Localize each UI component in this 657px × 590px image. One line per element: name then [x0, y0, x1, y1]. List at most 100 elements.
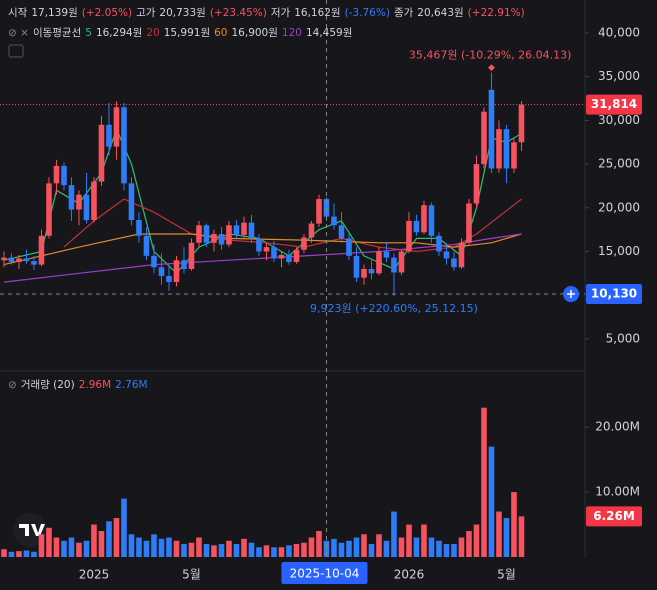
- volume-bar: [106, 521, 112, 557]
- volume-bar: [8, 551, 15, 557]
- y-tick-label: 20,000: [598, 200, 640, 214]
- ma-legend: ⊘ × 이동평균선 5 16,294원 20 15,991원 60 16,900원 120 14,…: [8, 25, 356, 40]
- ma-value: 15,991원: [163, 27, 211, 39]
- volume-title: 거래량 (20): [20, 379, 75, 391]
- volume-bar: [458, 537, 465, 557]
- crosshair-price-label: 10,130: [591, 287, 637, 301]
- candle-body: [353, 255, 360, 278]
- volume-bar: [361, 534, 367, 557]
- volume-bar: [331, 538, 337, 557]
- volume-bar: [413, 537, 420, 557]
- volume-bar: [473, 524, 480, 557]
- candle-body: [31, 261, 37, 265]
- candle-body: [263, 247, 270, 252]
- candle-body: [128, 183, 135, 221]
- candle-body: [511, 142, 517, 169]
- volume-legend-value: 2.96M: [78, 379, 112, 391]
- volume-bar: [376, 534, 382, 557]
- candle-body: [316, 199, 322, 224]
- candle-body: [166, 275, 172, 283]
- tv-logo: [13, 513, 47, 547]
- volume-bar: [121, 498, 127, 557]
- volume-bar: [83, 540, 90, 557]
- volume-tick-label: 10.00M: [595, 485, 640, 499]
- volume-bar: [338, 542, 345, 557]
- ma-icon[interactable]: ⊘ ×: [8, 27, 29, 39]
- candle-body: [383, 251, 390, 258]
- volume-bar: [293, 544, 300, 557]
- y-tick-label: 25,000: [598, 157, 640, 171]
- candle-body: [76, 194, 82, 210]
- candle-body: [278, 254, 285, 259]
- y-tick-label: 40,000: [598, 26, 640, 40]
- candle-body: [466, 203, 472, 243]
- y-tick-label: 35,000: [598, 69, 640, 83]
- ohlc-label: 고가: [136, 7, 156, 19]
- ohlc-value: 16,162원: [294, 7, 341, 19]
- x-tick-label: 5월: [497, 568, 516, 582]
- candle-body: [503, 129, 510, 169]
- volume-bar: [406, 524, 412, 557]
- candle-body: [38, 235, 45, 265]
- ohlc-change: (-3.76%): [344, 7, 390, 19]
- crosshair-price-box: [586, 284, 642, 305]
- volume-bar: [211, 545, 217, 557]
- candle-body: [398, 251, 405, 273]
- volume-bar: [151, 534, 157, 557]
- candle-body: [421, 205, 427, 233]
- candle-body: [293, 249, 300, 262]
- volume-bar: [421, 524, 427, 557]
- candle-body: [188, 242, 195, 269]
- candle-body: [248, 222, 255, 239]
- volume-bar: [196, 537, 202, 557]
- x-tick-label: 2025: [79, 568, 110, 582]
- volume-bar: [181, 544, 187, 557]
- candle-body: [346, 238, 352, 256]
- candle-body: [211, 234, 217, 243]
- volume-bar: [143, 540, 150, 557]
- ma-period: 5: [85, 27, 92, 39]
- volume-bar: [23, 550, 30, 557]
- ma-value: 14,459원: [305, 27, 353, 39]
- ohlc-label: 시작: [8, 7, 28, 19]
- volume-bar: [488, 446, 495, 557]
- volume-bar: [203, 544, 210, 557]
- candle-body: [233, 225, 240, 235]
- ohlc-value: 20,733원: [159, 7, 206, 19]
- volume-bar: [368, 544, 375, 557]
- y-tick-label: 5,000: [606, 331, 640, 345]
- volume-bar: [173, 540, 180, 557]
- ma-period: 60: [214, 27, 228, 39]
- ma-value: 16,294원: [95, 27, 143, 39]
- volume-bar: [241, 538, 247, 557]
- candle-body: [481, 111, 487, 165]
- candle-body: [83, 194, 90, 221]
- volume-icon[interactable]: ⊘: [8, 379, 17, 391]
- candle-body: [203, 225, 210, 243]
- volume-bar: [263, 545, 270, 557]
- volume-bar: [188, 542, 195, 557]
- candle-body: [301, 237, 307, 250]
- y-tick-label: 15,000: [598, 244, 640, 258]
- volume-bar: [443, 544, 450, 557]
- candle-body: [1, 257, 7, 261]
- candle-body: [473, 164, 480, 204]
- volume-bar: [166, 537, 172, 557]
- candle-body: [271, 247, 277, 259]
- volume-last-label: 6.26M: [593, 509, 635, 523]
- volume-bar: [98, 531, 105, 557]
- candle-body: [361, 268, 367, 278]
- collapse-button[interactable]: [8, 44, 24, 58]
- volume-bar: [271, 547, 277, 557]
- volume-bar: [466, 531, 472, 557]
- volume-bar: [511, 492, 517, 557]
- volume-bar: [248, 542, 255, 557]
- volume-legend-value: 2.76M: [115, 379, 148, 391]
- last-price-box: [586, 94, 642, 115]
- candle-body: [451, 258, 457, 268]
- candle-body: [113, 107, 120, 147]
- candle-body: [488, 89, 495, 169]
- candle-body: [256, 238, 262, 252]
